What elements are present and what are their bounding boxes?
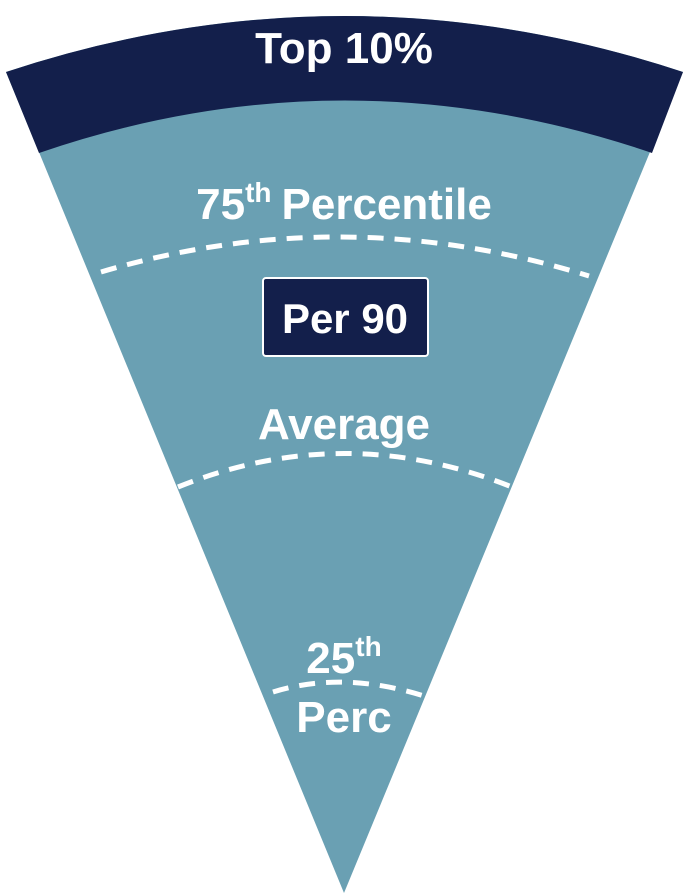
- p75-suffix: th: [245, 177, 271, 208]
- p25-label: 25th: [306, 631, 381, 683]
- p25-number: 25: [306, 634, 355, 683]
- p75-word: Percentile: [282, 180, 492, 229]
- top-10-label: Top 10%: [255, 24, 433, 73]
- p75-label: 75th Percentile: [196, 177, 492, 229]
- average-label: Average: [258, 400, 430, 449]
- p25-suffix: th: [355, 631, 381, 662]
- per-90-badge: [262, 277, 429, 357]
- per-90-label: Per 90: [282, 295, 408, 342]
- p25-word-label: Perc: [296, 693, 391, 742]
- top-10-band: [6, 16, 683, 153]
- p25-boundary-line: [272, 679, 428, 700]
- average-boundary-line: [177, 451, 513, 490]
- p75-boundary-line: [100, 234, 590, 279]
- p75-number: 75: [196, 180, 245, 229]
